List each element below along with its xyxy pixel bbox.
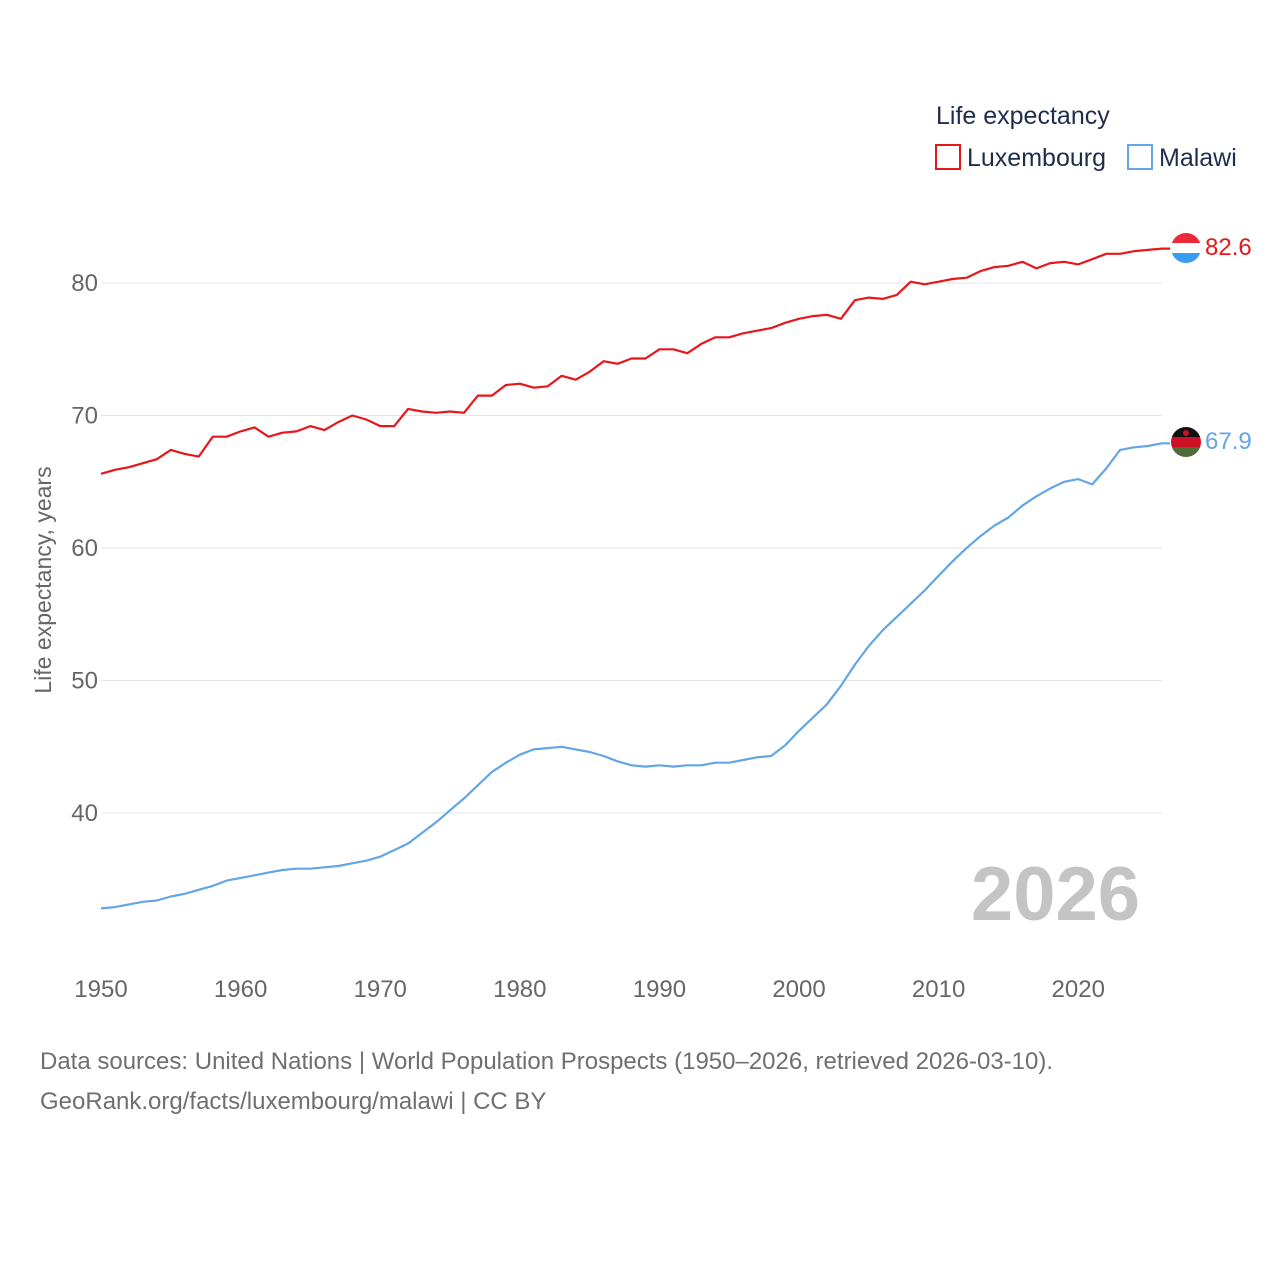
x-tick-label: 1980 bbox=[493, 976, 546, 1003]
current-year-label: 2026 bbox=[971, 852, 1140, 937]
legend-swatch-malawi bbox=[1127, 144, 1153, 170]
y-tick-label: 60 bbox=[71, 535, 98, 562]
legend-item-luxembourg[interactable]: Luxembourg bbox=[935, 144, 1106, 172]
end-value-malawi: 67.9 bbox=[1205, 428, 1252, 455]
x-tick-label: 1970 bbox=[354, 976, 407, 1003]
x-axis-ticks: 1950 1960 1970 1980 1990 2000 2010 2020 bbox=[74, 976, 1105, 1003]
x-tick-label: 2010 bbox=[912, 976, 965, 1003]
legend-label-luxembourg: Luxembourg bbox=[967, 144, 1106, 172]
y-tick-label: 40 bbox=[71, 800, 98, 827]
legend-label-malawi: Malawi bbox=[1159, 144, 1237, 172]
gridlines bbox=[101, 282, 1162, 814]
series-line-luxembourg[interactable] bbox=[100, 247, 1170, 475]
x-tick-label: 2000 bbox=[772, 976, 825, 1003]
legend-swatch-luxembourg bbox=[935, 144, 961, 170]
x-tick-label: 1960 bbox=[214, 976, 267, 1003]
legend: Life expectancy Luxembourg Malawi bbox=[935, 102, 1237, 172]
y-tick-label: 50 bbox=[71, 668, 98, 695]
y-tick-label: 80 bbox=[71, 270, 98, 297]
source-line: Data sources: United Nations | World Pop… bbox=[40, 1048, 1054, 1075]
luxembourg-flag-icon bbox=[1171, 233, 1201, 263]
legend-item-malawi[interactable]: Malawi bbox=[1127, 144, 1237, 172]
x-tick-label: 1950 bbox=[74, 976, 127, 1003]
x-tick-label: 1990 bbox=[633, 976, 686, 1003]
credit-line[interactable]: GeoRank.org/facts/luxembourg/malawi | CC… bbox=[40, 1088, 547, 1115]
end-value-luxembourg: 82.6 bbox=[1205, 234, 1252, 261]
malawi-flag-icon bbox=[1171, 427, 1201, 457]
x-tick-label: 2020 bbox=[1052, 976, 1105, 1003]
series-lines bbox=[100, 247, 1170, 910]
series-line-malawi[interactable] bbox=[100, 442, 1170, 910]
y-tick-label: 70 bbox=[71, 403, 98, 430]
y-axis-ticks: 40 50 60 70 80 bbox=[71, 270, 98, 827]
source-footer: Data sources: United Nations | World Pop… bbox=[40, 1042, 1053, 1122]
legend-title: Life expectancy bbox=[936, 102, 1110, 130]
y-axis-title: Life expectancy, years bbox=[30, 466, 56, 693]
